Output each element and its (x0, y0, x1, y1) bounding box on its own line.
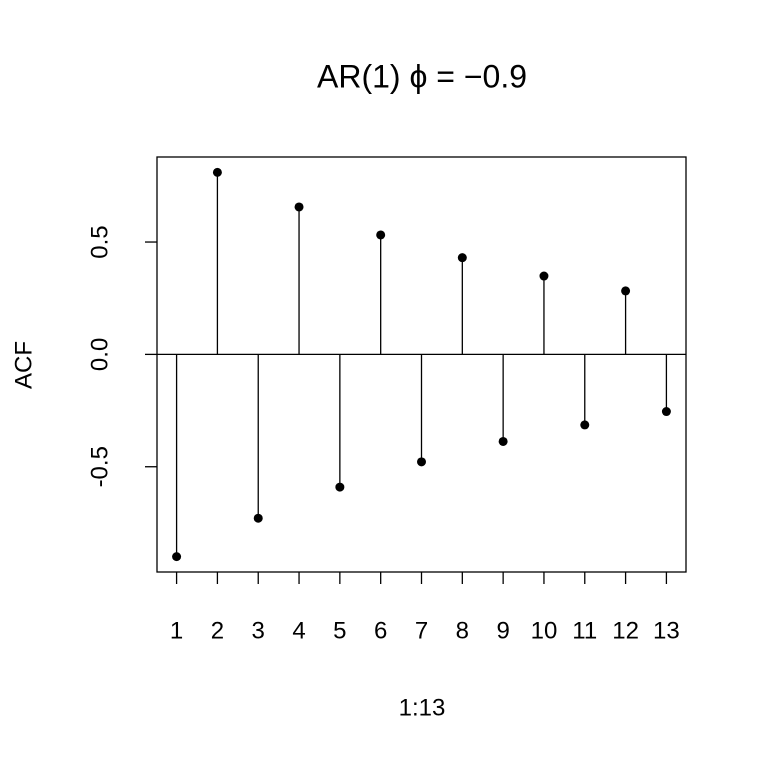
x-tick-label: 7 (415, 617, 428, 644)
point (539, 271, 549, 281)
y-axis-label: ACF (10, 341, 37, 389)
y-tick-label: 0.0 (86, 338, 113, 371)
x-tick-label: 9 (496, 617, 509, 644)
point (212, 167, 222, 177)
x-tick-label: 1 (170, 617, 183, 644)
x-tick-label: 8 (456, 617, 469, 644)
point (498, 436, 508, 446)
x-tick-label: 11 (572, 617, 597, 644)
point (580, 420, 590, 430)
point (172, 552, 182, 562)
y-tick-label: 0.5 (86, 225, 113, 258)
x-tick-label: 13 (653, 617, 680, 644)
point (376, 230, 386, 240)
point (335, 482, 345, 492)
point (253, 513, 263, 523)
x-tick-label: 12 (612, 617, 639, 644)
x-tick-label: 3 (252, 617, 265, 644)
x-tick-label: 5 (333, 617, 346, 644)
x-tick-label: 2 (211, 617, 224, 644)
point (294, 202, 304, 212)
y-tick-label: -0.5 (86, 446, 113, 487)
chart-title: AR(1) ϕ = −0.9 (317, 58, 527, 94)
point (621, 286, 631, 296)
x-axis-label: 1:13 (399, 694, 446, 721)
x-tick-label: 6 (374, 617, 387, 644)
x-tick-label: 10 (531, 617, 558, 644)
point (661, 407, 671, 417)
point (417, 457, 426, 467)
point (457, 253, 467, 263)
x-tick-label: 4 (292, 617, 305, 644)
